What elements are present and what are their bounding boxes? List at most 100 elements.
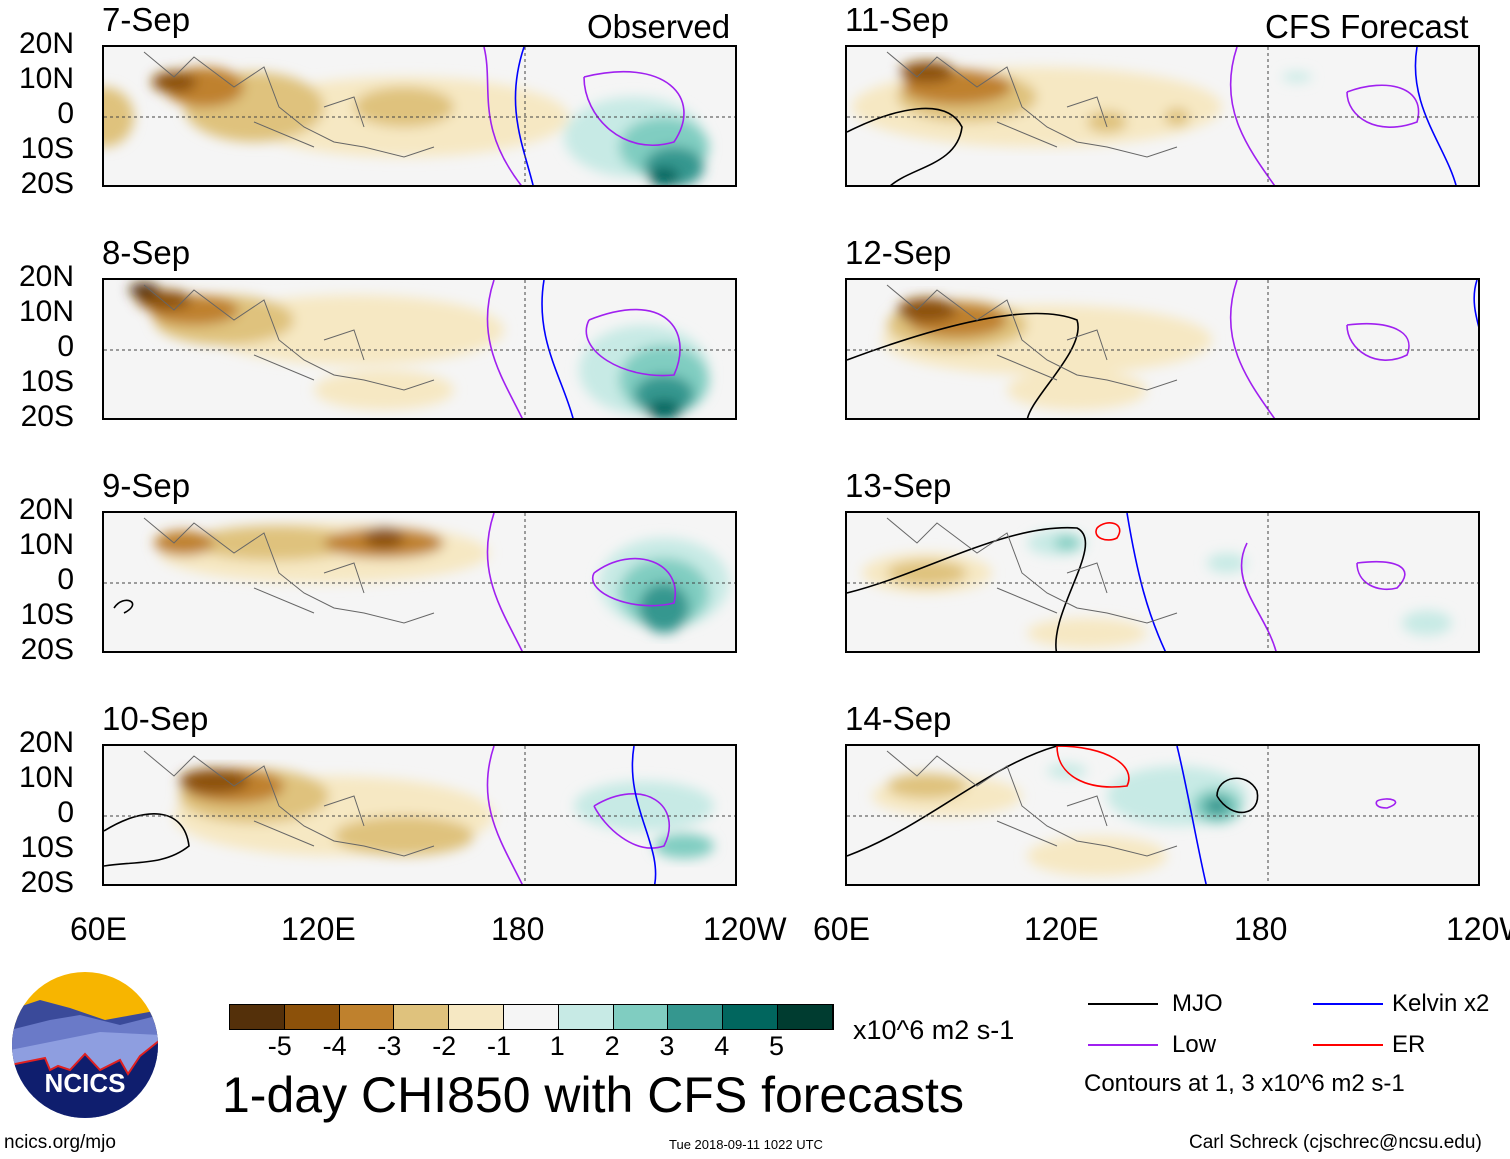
wave-contour <box>483 47 523 185</box>
lat-tick-label: 10N <box>18 62 74 95</box>
anomaly-region <box>887 560 967 586</box>
anomaly-region <box>334 816 474 856</box>
wave-contour <box>1473 280 1478 328</box>
colorbar-swatch <box>668 1005 724 1029</box>
lat-tick-label: 20S <box>20 167 74 200</box>
wave-contour <box>847 312 1079 418</box>
colorbar-label: 1 <box>549 1031 565 1061</box>
colorbar-swatch <box>394 1005 450 1029</box>
anomaly-region <box>1207 553 1247 573</box>
map-panel-10-Sep <box>102 744 737 886</box>
wave-contour <box>591 557 677 607</box>
lon-tick-label: 180 <box>1234 911 1288 947</box>
coastline <box>886 517 1178 624</box>
wave-contour <box>1356 560 1406 590</box>
wave-contour <box>1414 47 1457 185</box>
panel-date: 9-Sep <box>102 467 191 504</box>
anomaly-region <box>179 768 249 794</box>
coastline <box>143 517 435 624</box>
wave-contour <box>631 746 657 884</box>
anomaly-region <box>899 61 955 83</box>
panel-date: 14-Sep <box>845 700 952 737</box>
lon-tick-label: 60E <box>813 911 870 947</box>
legend-line-er <box>1313 1044 1383 1046</box>
map-panel-12-Sep <box>845 278 1480 420</box>
lat-tick-label: 0 <box>57 563 74 596</box>
wave-contour <box>847 526 1087 651</box>
anomaly-region <box>897 297 957 323</box>
anomaly-region <box>1007 370 1147 410</box>
wave-contour <box>113 599 134 614</box>
footer-timestamp: Tue 2018-09-11 1022 UTC <box>669 1137 823 1152</box>
colorbar-swatch <box>777 1005 833 1029</box>
map-panel-14-Sep <box>845 744 1480 886</box>
colorbar-label: -4 <box>322 1031 347 1061</box>
lat-tick-label: 10S <box>20 598 74 631</box>
anomaly-region <box>1402 610 1452 636</box>
map-panel-9-Sep <box>102 511 737 653</box>
anomaly-region <box>1027 618 1147 648</box>
wave-contour <box>1229 280 1276 418</box>
wave-contour <box>585 308 681 377</box>
anomaly-region <box>151 71 197 93</box>
legend-label-low: Low <box>1172 1031 1217 1058</box>
lon-tick-label: 120W <box>1446 911 1510 947</box>
anomaly-region <box>194 525 354 561</box>
colorbar-swatch <box>230 1005 285 1029</box>
legend-line-mjo <box>1088 1003 1158 1005</box>
legend-label-er: ER <box>1392 1031 1426 1058</box>
anomaly-region <box>1087 111 1127 133</box>
lat-tick-label: 10N <box>18 761 74 794</box>
anomaly-region <box>654 833 714 859</box>
colorbar-units: x10^6 m2 s-1 <box>853 1015 1015 1045</box>
map-panel-8-Sep <box>102 278 737 420</box>
lat-tick-label: 10S <box>20 831 74 864</box>
colorbar-swatch <box>723 1005 778 1029</box>
panel-date: 13-Sep <box>845 467 952 504</box>
lon-tick-label: 120E <box>1024 911 1099 947</box>
lat-tick-label: 20N <box>18 726 74 759</box>
legend-label-mjo: MJO <box>1172 990 1223 1017</box>
coastline <box>143 284 435 391</box>
wave-contour <box>583 71 685 147</box>
panel-date: 10-Sep <box>102 700 209 737</box>
figure-title: 1-day CHI850 with CFS forecasts <box>222 1067 964 1123</box>
map-panel-7-Sep <box>102 45 737 187</box>
anomaly-region <box>646 400 682 418</box>
lat-tick-label: 0 <box>57 330 74 363</box>
anomaly-region <box>1027 836 1167 876</box>
coastline <box>143 51 435 158</box>
coastline <box>143 750 435 857</box>
colorbar-label: 3 <box>659 1031 675 1061</box>
wave-contour <box>1126 513 1167 651</box>
anomaly-region <box>1282 72 1312 82</box>
coastline <box>886 51 1178 158</box>
anomaly-region <box>129 282 159 298</box>
anomaly-region <box>154 530 214 556</box>
observed-label: Observed <box>587 8 731 45</box>
panel-date: 12-Sep <box>845 234 952 271</box>
legend-line-low <box>1088 1044 1158 1046</box>
lat-tick-label: 20S <box>20 400 74 433</box>
panel-date: 7-Sep <box>102 1 191 38</box>
lat-tick-label: 20S <box>20 633 74 666</box>
wave-contour <box>1346 323 1410 361</box>
lat-tick-label: 10N <box>18 295 74 328</box>
lon-tick-label: 180 <box>491 911 545 947</box>
anomaly-region <box>314 370 454 410</box>
anomaly-region <box>649 167 679 185</box>
colorbar-swatch <box>339 1005 395 1029</box>
wave-contour <box>486 746 523 884</box>
wave-contour <box>486 280 523 418</box>
anomaly-region <box>1204 797 1230 815</box>
lat-tick-label: 20N <box>18 493 74 526</box>
lat-tick-label: 0 <box>57 97 74 130</box>
footer-url[interactable]: ncics.org/mjo <box>4 1132 116 1153</box>
wave-contour <box>1346 84 1420 128</box>
wave-contour <box>1216 777 1259 814</box>
panel-date: 8-Sep <box>102 234 191 271</box>
colorbar-label: -5 <box>267 1031 292 1061</box>
lat-tick-label: 10N <box>18 528 74 561</box>
colorbar-label: 4 <box>714 1031 730 1061</box>
panel-date: 11-Sep <box>845 1 949 38</box>
